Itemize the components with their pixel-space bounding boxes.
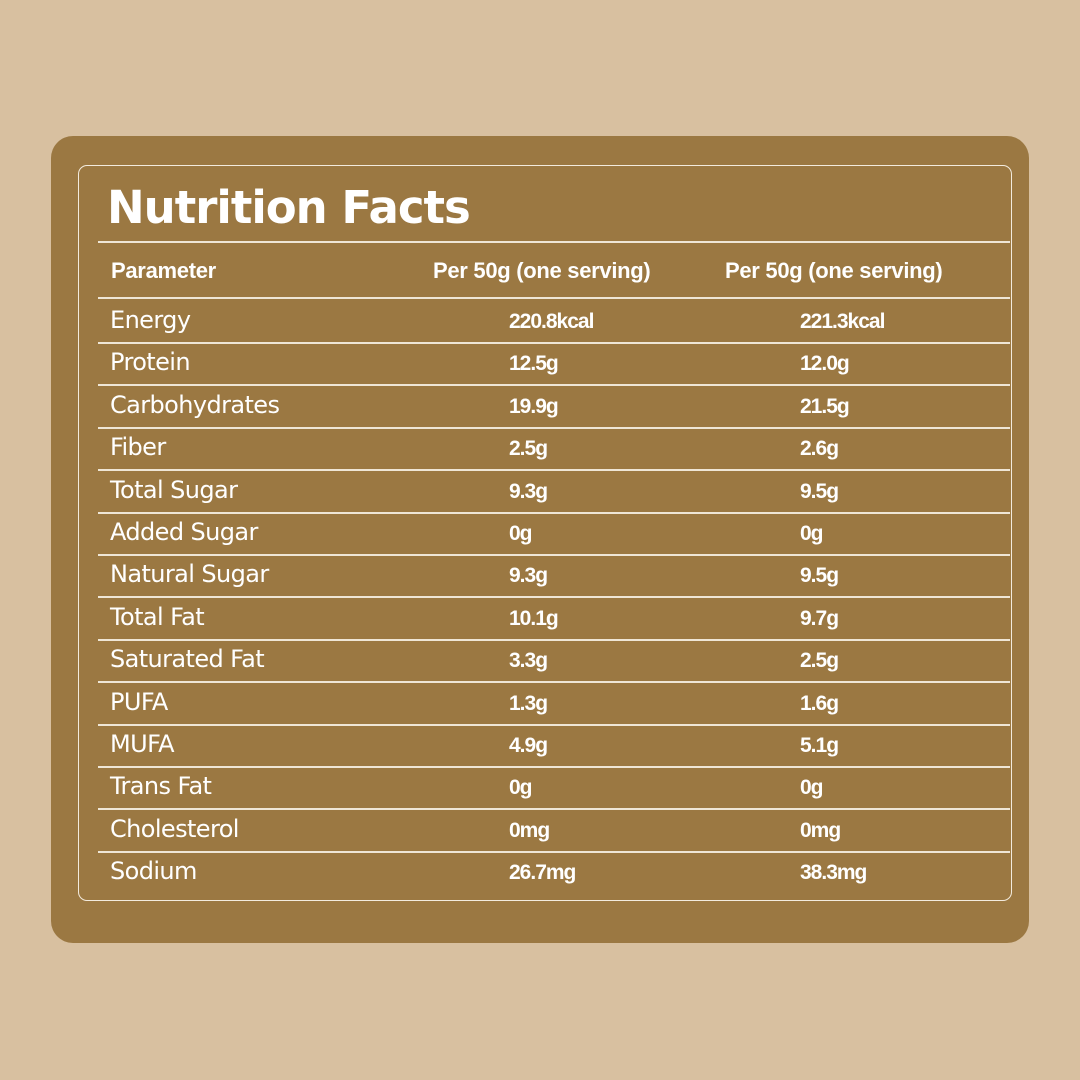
table-row: Natural Sugar 9.3g 9.5g [0,553,1080,595]
value-column-2: 221.3kcal [800,310,885,333]
table-row: Total Fat 10.1g 9.7g [0,596,1080,638]
table-row: PUFA 1.3g 1.6g [0,681,1080,723]
table-row: Protein 12.5g 12.0g [0,341,1080,383]
row-label: Saturated Fat [110,645,265,674]
row-label: Carbohydrates [110,390,280,419]
nutrition-frame [78,165,1012,901]
value-column-1: 0g [509,522,532,545]
value-column-1: 19.9g [509,394,559,418]
value-column-2: 2.5g [800,649,839,673]
row-label: MUFA [110,730,175,758]
value-column-1: 9.3g [509,564,548,588]
row-label: Added Sugar [110,518,258,546]
divider [98,554,1010,556]
table-row: Energy 220.8kcal 221.3kcal [0,299,1080,341]
table-row: Fiber 2.5g 2.6g [0,426,1080,468]
divider [98,297,1010,299]
divider [98,511,1010,514]
value-column-2: 0g [800,776,823,800]
divider [98,638,1010,641]
value-column-1: 0g [509,776,532,800]
value-column-2: 21.5g [800,394,850,418]
row-label: Total Fat [110,602,205,631]
value-column-1: 1.3g [509,691,548,715]
divider [98,469,1010,472]
value-column-2: 0g [800,522,823,545]
divider [98,241,1010,243]
value-column-2: 9.7g [800,606,839,630]
value-column-1: 9.3g [509,479,548,503]
row-label: Trans Fat [110,772,212,801]
value-column-2: 38.3mg [800,861,867,885]
value-column-2: 9.5g [800,564,839,588]
value-column-2: 9.5g [800,479,839,503]
table-row: Carbohydrates 19.9g 21.5g [0,384,1080,426]
table-row: Trans Fat 0g 0g [0,765,1080,807]
divider [98,426,1010,429]
table-row: Saturated Fat 3.3g 2.5g [0,638,1080,680]
divider [98,766,1010,768]
divider [98,342,1010,344]
row-label: Sodium [110,857,197,886]
table-row: MUFA 4.9g 5.1g [0,723,1080,765]
divider [98,808,1010,811]
row-label: Cholesterol [110,814,239,843]
page-title: Nutrition Facts [107,181,471,234]
value-column-2: 1.6g [800,691,839,715]
row-label: Natural Sugar [110,560,269,589]
value-column-1: 4.9g [509,734,548,757]
value-column-1: 3.3g [509,649,548,673]
divider [98,384,1010,387]
header-column-2: Per 50g (one serving) [725,258,943,283]
row-label: PUFA [110,687,168,716]
row-label: Total Sugar [110,475,238,504]
row-label: Energy [110,306,191,334]
header-column-1: Per 50g (one serving) [433,258,651,283]
row-label: Fiber [110,433,166,462]
value-column-2: 0mg [800,818,841,842]
value-column-1: 0mg [509,818,550,842]
divider [98,596,1010,599]
value-column-2: 5.1g [800,734,839,757]
value-column-1: 220.8kcal [509,310,594,333]
divider [98,681,1010,684]
value-column-2: 2.6g [800,437,839,461]
header-parameter: Parameter [111,258,216,283]
divider [98,850,1010,853]
value-column-1: 26.7mg [509,861,576,885]
value-column-1: 2.5g [509,437,548,461]
table-row: Added Sugar 0g 0g [0,511,1080,553]
value-column-2: 12.0g [800,352,850,376]
table-row: Cholesterol 0mg 0mg [0,808,1080,850]
value-column-1: 10.1g [509,606,559,630]
divider [98,723,1010,726]
table-row: Sodium 26.7mg 38.3mg [0,850,1080,892]
value-column-1: 12.5g [509,352,559,376]
table-row: Total Sugar 9.3g 9.5g [0,469,1080,511]
row-label: Protein [110,348,191,377]
